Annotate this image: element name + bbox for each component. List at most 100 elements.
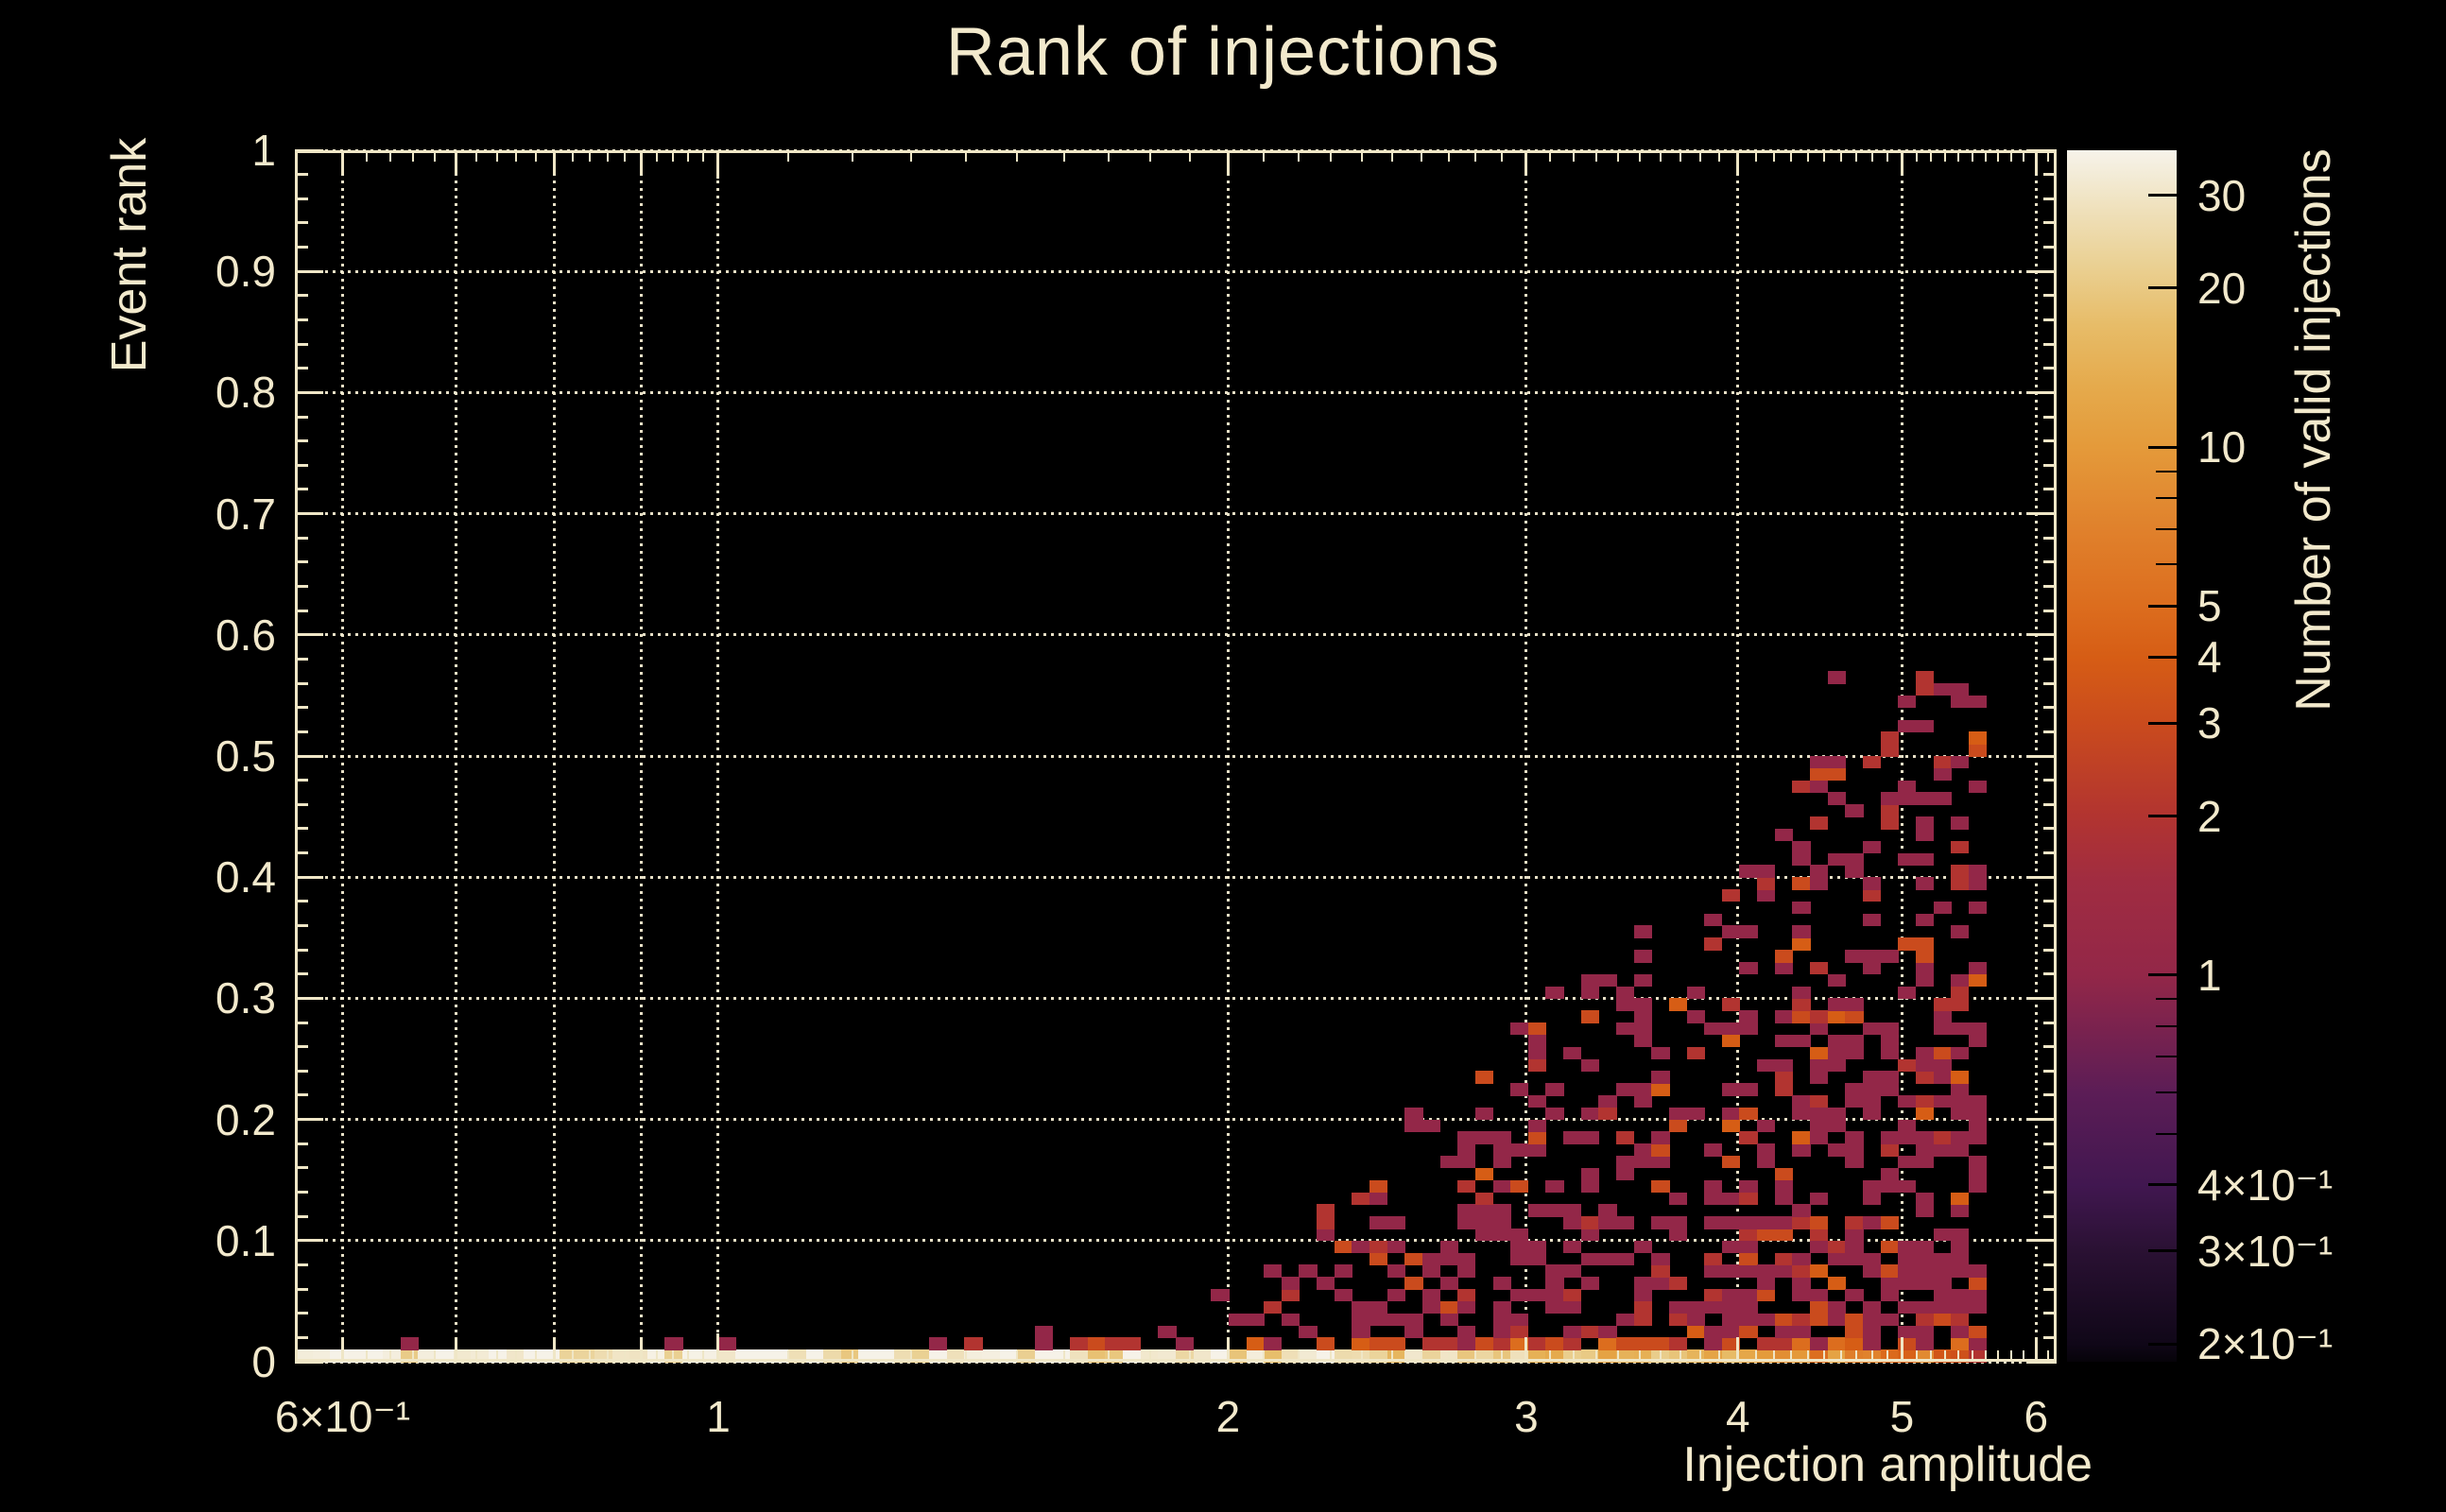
heatmap-cell bbox=[1792, 1277, 1811, 1290]
heatmap-cell bbox=[1739, 925, 1758, 938]
y-tick-mirror bbox=[2043, 1045, 2057, 1049]
heatmap-cell bbox=[1827, 1107, 1846, 1121]
y-tick-mirror bbox=[2043, 827, 2057, 831]
colorbar-tick bbox=[2148, 655, 2177, 659]
heatmap-cell bbox=[1898, 695, 1917, 709]
y-tick-mirror bbox=[2028, 1118, 2057, 1122]
heatmap-cell bbox=[1545, 1083, 1564, 1096]
x-tick-mirror bbox=[1226, 150, 1230, 175]
x-tick bbox=[639, 1337, 643, 1362]
heatmap-cell bbox=[1087, 1337, 1107, 1350]
heatmap-cell bbox=[1951, 1131, 1970, 1144]
x-minor-tick bbox=[1297, 1350, 1300, 1362]
y-tick bbox=[295, 1093, 308, 1097]
heatmap-cell bbox=[1898, 1325, 1917, 1338]
x-minor-tick bbox=[1772, 1350, 1775, 1362]
x-minor-tick bbox=[1617, 1350, 1620, 1362]
heatmap-cell bbox=[1404, 1313, 1423, 1327]
heatmap-cell bbox=[1299, 1325, 1318, 1338]
heatmap-cell bbox=[400, 1337, 420, 1350]
x-minor-tick bbox=[1806, 1350, 1809, 1362]
heatmap-cell bbox=[1933, 1010, 1952, 1023]
heatmap-cell bbox=[1598, 1204, 1617, 1217]
heatmap-cell bbox=[1951, 1228, 1970, 1242]
heatmap-cell bbox=[1757, 877, 1776, 890]
heatmap-cell bbox=[1774, 1228, 1793, 1242]
heatmap-cell bbox=[1352, 1325, 1370, 1338]
y-tick-mirror bbox=[2043, 972, 2057, 976]
heatmap-cell bbox=[1492, 1143, 1511, 1157]
x-minor-tick-mirror bbox=[787, 150, 790, 162]
x-minor-tick-mirror bbox=[1943, 150, 1946, 162]
y-tick-label: 1 bbox=[251, 126, 276, 175]
x-tick bbox=[454, 1337, 457, 1362]
heatmap-cell bbox=[1704, 1300, 1723, 1314]
heatmap-cell bbox=[1845, 1240, 1864, 1254]
x-minor-tick bbox=[1679, 1350, 1682, 1362]
heatmap-cell bbox=[1457, 1252, 1476, 1266]
y-tick-mirror bbox=[2043, 802, 2057, 806]
x-minor-tick bbox=[1149, 1350, 1152, 1362]
heatmap-cell bbox=[1457, 1289, 1476, 1302]
heatmap-cell bbox=[1827, 852, 1846, 866]
heatmap-cell bbox=[1968, 1179, 1988, 1194]
heatmap-cell bbox=[1545, 1264, 1564, 1278]
heatmap-cell bbox=[1845, 865, 1864, 878]
x-minor-tick-mirror bbox=[534, 150, 537, 162]
heatmap-cell bbox=[1439, 1252, 1458, 1266]
x-tick-mirror bbox=[552, 150, 556, 175]
heatmap-cell bbox=[1827, 1252, 1846, 1266]
colorbar-tick bbox=[2148, 1183, 2177, 1187]
heatmap-cell bbox=[1387, 1313, 1405, 1327]
heatmap-cell bbox=[1739, 1022, 1758, 1036]
x-minor-tick bbox=[1062, 1350, 1065, 1362]
x-minor-tick bbox=[1855, 1350, 1858, 1362]
heatmap-cell bbox=[1968, 1107, 1988, 1121]
heatmap-cell bbox=[1862, 756, 1882, 769]
heatmap-cell bbox=[1580, 986, 1599, 999]
heatmap-cell bbox=[1792, 1313, 1811, 1327]
heatmap-cell bbox=[1651, 1277, 1670, 1290]
heatmap-cell bbox=[1880, 816, 1899, 830]
y-tick bbox=[295, 269, 323, 273]
y-tick-mirror bbox=[2043, 1214, 2057, 1218]
x-minor-tick-mirror bbox=[1870, 150, 1873, 162]
x-minor-tick-mirror bbox=[1638, 150, 1641, 162]
heatmap-cell bbox=[1668, 1228, 1688, 1242]
x-minor-tick-mirror bbox=[1839, 150, 1842, 162]
heatmap-cell bbox=[1457, 1300, 1476, 1314]
heatmap-cell bbox=[1792, 1252, 1811, 1266]
heatmap-cell bbox=[1774, 1313, 1793, 1327]
x-tick-mirror bbox=[340, 150, 344, 175]
heatmap-cell bbox=[1968, 1131, 1988, 1144]
heatmap-cell bbox=[1898, 1156, 1917, 1169]
heatmap-cell bbox=[1457, 1179, 1476, 1194]
heatmap-cell bbox=[1704, 1289, 1723, 1302]
heatmap-cell bbox=[1527, 1046, 1547, 1060]
heatmap-cell bbox=[1898, 852, 1917, 866]
x-tick-mirror bbox=[2034, 150, 2038, 175]
heatmap-cell bbox=[1862, 840, 1882, 854]
x-minor-tick-mirror bbox=[623, 150, 626, 162]
heatmap-cell bbox=[1369, 1300, 1388, 1314]
x-minor-tick-mirror bbox=[1659, 150, 1662, 162]
heatmap-cell bbox=[1492, 1216, 1511, 1229]
heatmap-cell bbox=[1915, 1107, 1935, 1121]
heatmap-cell bbox=[1757, 889, 1776, 902]
heatmap-cell bbox=[1757, 1058, 1776, 1072]
heatmap-cell bbox=[1951, 816, 1970, 830]
heatmap-cell bbox=[1915, 1337, 1935, 1350]
y-tick-label: 0.8 bbox=[215, 368, 276, 418]
heatmap-cell bbox=[1968, 780, 1988, 794]
heatmap-cell bbox=[1651, 1264, 1670, 1278]
heatmap-cell bbox=[1474, 1204, 1494, 1217]
heatmap-cell bbox=[1915, 719, 1935, 732]
heatmap-cell bbox=[1527, 1337, 1547, 1350]
colorbar-title: Number of valid injections bbox=[2286, 148, 2341, 712]
y-gridline bbox=[295, 269, 2057, 273]
y-tick bbox=[295, 221, 308, 225]
x-minor-tick-mirror bbox=[1447, 150, 1450, 162]
heatmap-cell bbox=[1898, 1300, 1917, 1314]
x-tick bbox=[716, 1333, 720, 1362]
heatmap-cell bbox=[1034, 1337, 1054, 1350]
